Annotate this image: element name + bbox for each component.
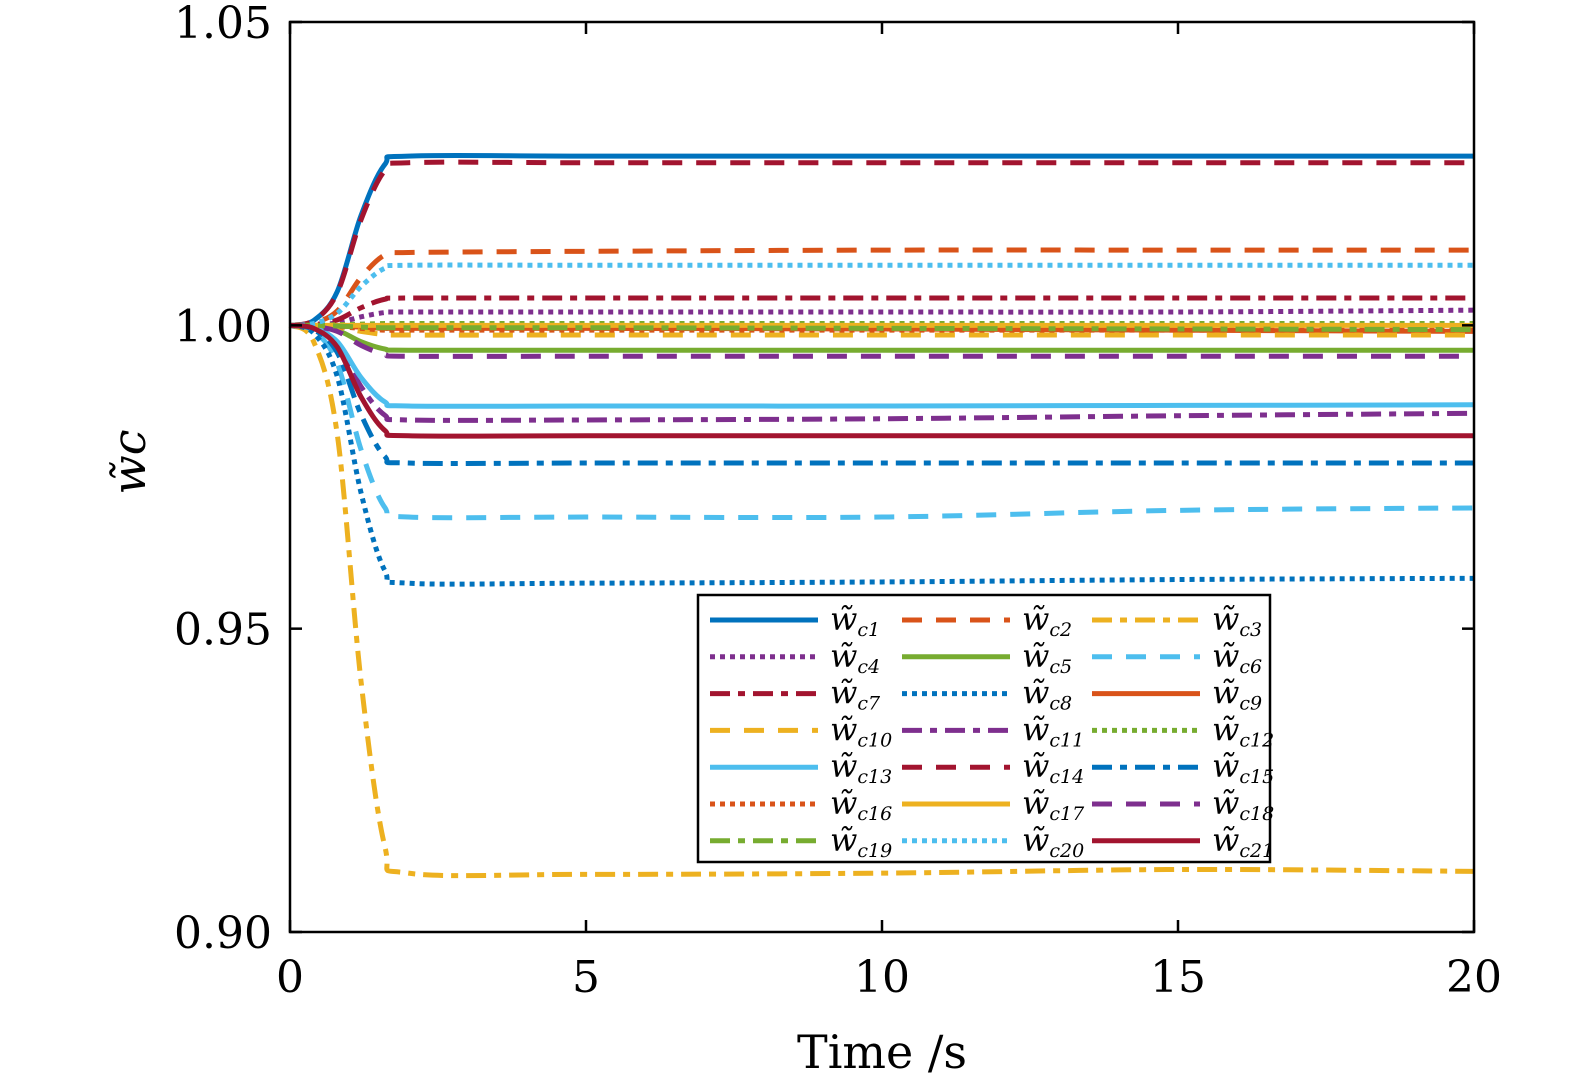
x-tick-label: 15 xyxy=(1150,952,1206,1003)
legend-item-c3: w̃c3 xyxy=(1092,600,1262,641)
legend-item-c18: w̃c18 xyxy=(1092,784,1274,825)
legend-label: w̃c3 xyxy=(1212,600,1262,641)
y-axis-label: w̃c xyxy=(102,429,156,494)
legend-item-c10: w̃c10 xyxy=(710,710,892,751)
legend-label: w̃c1 xyxy=(830,600,880,641)
legend-label: w̃c5 xyxy=(1022,637,1072,678)
legend-label: w̃c9 xyxy=(1212,674,1262,715)
legend-item-c15: w̃c15 xyxy=(1092,747,1274,788)
series-line-c20 xyxy=(289,262,1474,328)
legend-item-c17: w̃c17 xyxy=(902,784,1085,825)
legend-label: w̃c2 xyxy=(1022,600,1072,641)
legend-item-c13: w̃c13 xyxy=(710,747,892,788)
legend-item-c2: w̃c2 xyxy=(902,600,1072,641)
series-line-c1 xyxy=(289,152,1474,328)
legend-item-c9: w̃c9 xyxy=(1092,674,1262,715)
series-lines xyxy=(288,152,1475,879)
legend-label: w̃c17 xyxy=(1022,784,1085,825)
legend-label: w̃c13 xyxy=(830,747,892,788)
x-tick-label: 0 xyxy=(276,952,304,1003)
legend-label: w̃c16 xyxy=(830,784,892,825)
y-tick-label: 1.00 xyxy=(174,301,272,352)
x-tick-label: 20 xyxy=(1446,952,1502,1003)
legend-label: w̃c21 xyxy=(1212,821,1274,862)
legend-label: w̃c4 xyxy=(830,637,880,678)
y-axis-label-group: w̃c xyxy=(102,429,156,494)
series-line-c7 xyxy=(289,295,1474,328)
legend-item-c20: w̃c20 xyxy=(902,821,1084,862)
y-tick-label: 0.95 xyxy=(174,605,272,656)
x-axis-label: Time /s xyxy=(797,1025,967,1079)
legend-label: w̃c7 xyxy=(830,674,881,715)
legend: w̃c1 w̃c2 w̃c3w̃c4 w̃c5 w̃c6w̃c7 w̃c8 w̃c9w̃c1… xyxy=(696,593,1274,864)
legend-label: w̃c10 xyxy=(830,710,892,751)
legend-label: w̃c14 xyxy=(1022,747,1084,788)
legend-item-c11: w̃c11 xyxy=(902,710,1084,751)
series-line-c6 xyxy=(289,322,1475,521)
series-line-c19 xyxy=(289,322,1475,333)
legend-label: w̃c11 xyxy=(1022,710,1084,751)
legend-label: w̃c15 xyxy=(1212,747,1274,788)
x-tick-label: 10 xyxy=(854,952,910,1003)
legend-item-c16: w̃c16 xyxy=(710,784,892,825)
legend-label: w̃c19 xyxy=(830,821,892,862)
legend-item-c6: w̃c6 xyxy=(1092,637,1262,678)
series-line-c3 xyxy=(288,323,1475,879)
series-line-c4 xyxy=(289,307,1475,328)
legend-label: w̃c20 xyxy=(1022,821,1084,862)
legend-item-c7: w̃c7 xyxy=(710,674,881,715)
legend-label: w̃c18 xyxy=(1212,784,1274,825)
legend-item-c1: w̃c1 xyxy=(710,600,880,641)
legend-item-c14: w̃c14 xyxy=(902,747,1084,788)
series-line-c15 xyxy=(289,322,1474,467)
legend-item-c21: w̃c21 xyxy=(1092,821,1274,862)
legend-item-c8: w̃c8 xyxy=(902,674,1072,715)
x-tick-label: 5 xyxy=(572,952,600,1003)
legend-label: w̃c12 xyxy=(1212,710,1274,751)
series-line-c13 xyxy=(289,322,1475,409)
legend-item-c19: w̃c19 xyxy=(710,821,892,862)
legend-label: w̃c8 xyxy=(1022,674,1072,715)
legend-item-c5: w̃c5 xyxy=(902,637,1072,678)
legend-item-c12: w̃c12 xyxy=(1092,710,1274,751)
legend-item-c4: w̃c4 xyxy=(710,637,880,678)
series-line-c8 xyxy=(289,322,1475,587)
series-line-c18 xyxy=(289,322,1474,359)
y-tick-label: 0.90 xyxy=(174,908,272,959)
series-line-c14 xyxy=(289,159,1474,328)
y-tick-label: 1.05 xyxy=(174,0,272,49)
legend-label: w̃c6 xyxy=(1212,637,1262,678)
axis-ticks: 0 5 10 15 20 0.90 0.95 1.00 1.05 xyxy=(174,0,1502,1003)
series-line-c21 xyxy=(289,322,1474,439)
